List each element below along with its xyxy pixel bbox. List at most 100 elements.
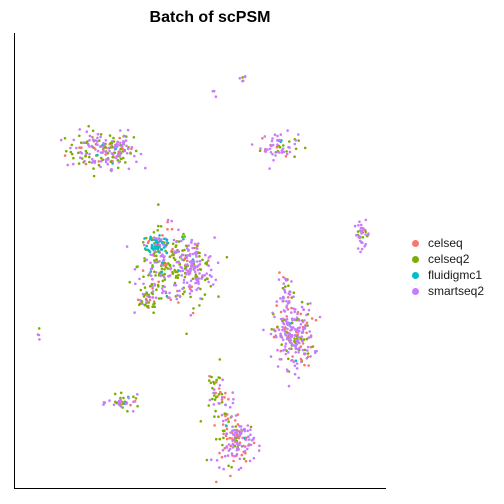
point-smartseq2-1163 — [258, 444, 261, 448]
point-smartseq2-179 — [123, 149, 127, 153]
point-smartseq2-1031 — [277, 278, 281, 281]
point-smartseq2-1035 — [284, 279, 288, 282]
point-smartseq2-949 — [297, 339, 300, 342]
point-celseq-502 — [177, 301, 180, 304]
point-smartseq2-1282 — [132, 400, 135, 404]
point-celseq-331 — [157, 280, 160, 284]
point-smartseq2-234 — [276, 139, 279, 142]
point-smartseq2-993 — [285, 337, 289, 341]
point-smartseq2-445 — [151, 278, 154, 281]
point-celseq2-543 — [206, 277, 209, 281]
point-celseq2-544 — [201, 258, 204, 262]
point-celseq-2 — [104, 153, 107, 156]
point-celseq2-830 — [305, 337, 309, 341]
point-smartseq2-673 — [189, 241, 193, 244]
point-smartseq2-1002 — [287, 384, 291, 388]
point-celseq-1056 — [227, 397, 230, 401]
point-smartseq2-1187 — [235, 441, 239, 444]
point-celseq-1050 — [220, 398, 224, 401]
point-smartseq2-893 — [277, 328, 281, 332]
point-smartseq2-1173 — [246, 424, 250, 427]
point-smartseq2-613 — [188, 284, 191, 287]
point-celseq2-332 — [143, 286, 147, 289]
point-celseq2-1082 — [224, 412, 227, 416]
point-celseq-5 — [63, 154, 67, 157]
point-celseq-782 — [303, 363, 306, 367]
point-celseq2-756 — [145, 305, 149, 308]
point-smartseq2-483 — [164, 290, 167, 294]
point-celseq-813 — [279, 349, 283, 353]
point-celseq2-856 — [306, 324, 309, 327]
point-celseq2-1226 — [213, 398, 217, 401]
point-smartseq2-988 — [296, 326, 300, 330]
point-smartseq2-598 — [168, 274, 172, 277]
point-celseq2-825 — [276, 325, 279, 329]
point-smartseq2-659 — [189, 313, 193, 317]
point-celseq-1115 — [233, 419, 237, 422]
point-smartseq2-173 — [118, 141, 122, 145]
point-celseq-1061 — [215, 380, 218, 384]
point-smartseq2-931 — [281, 325, 284, 329]
point-celseq2-1153 — [234, 425, 238, 428]
point-smartseq2-1188 — [235, 448, 239, 452]
point-celseq2-165 — [119, 147, 122, 151]
point-smartseq2-466 — [168, 291, 171, 295]
point-celseq2-1079 — [220, 400, 224, 404]
point-celseq2-527 — [191, 277, 195, 281]
point-celseq2-747 — [142, 295, 146, 298]
point-smartseq2-1292 — [212, 89, 216, 93]
point-smartseq2-1189 — [243, 429, 247, 433]
point-smartseq2-937 — [302, 352, 306, 355]
point-celseq2-1234 — [212, 380, 215, 384]
point-celseq2-838 — [306, 302, 310, 306]
point-smartseq2-298 — [361, 229, 364, 233]
point-smartseq2-1212 — [243, 449, 247, 453]
point-smartseq2-264 — [287, 145, 290, 149]
point-smartseq2-1033 — [286, 302, 290, 305]
point-smartseq2-195 — [122, 142, 125, 145]
point-celseq2-361 — [155, 254, 158, 258]
point-celseq2-1085 — [227, 420, 230, 423]
point-smartseq2-604 — [199, 297, 202, 300]
point-celseq-1063 — [221, 423, 225, 426]
point-celseq2-363 — [150, 282, 154, 286]
point-celseq2-823 — [303, 348, 307, 352]
point-celseq-1219 — [217, 387, 221, 390]
point-smartseq2-244 — [250, 143, 254, 146]
point-smartseq2-1091 — [232, 397, 235, 401]
point-smartseq2-464 — [177, 261, 181, 264]
point-smartseq2-669 — [178, 294, 182, 298]
point-smartseq2-994 — [294, 347, 298, 351]
point-smartseq2-1029 — [281, 299, 284, 303]
point-celseq2-345 — [168, 264, 172, 267]
point-fluidigmc1-714 — [146, 248, 150, 252]
point-celseq2-21 — [92, 167, 95, 170]
point-fluidigmc1-423 — [165, 294, 169, 298]
point-smartseq2-261 — [286, 129, 289, 132]
point-celseq2-552 — [183, 275, 187, 279]
point-celseq2-352 — [164, 265, 168, 269]
point-smartseq2-94 — [85, 130, 89, 133]
point-smartseq2-258 — [271, 137, 274, 140]
point-smartseq2-609 — [181, 269, 185, 273]
point-smartseq2-1213 — [233, 428, 236, 432]
point-smartseq2-926 — [305, 313, 308, 317]
point-smartseq2-1177 — [238, 457, 242, 461]
point-smartseq2-996 — [288, 332, 292, 336]
point-smartseq2-116 — [84, 153, 88, 156]
point-smartseq2-489 — [161, 254, 164, 258]
point-smartseq2-1003 — [284, 352, 288, 356]
point-smartseq2-867 — [298, 346, 301, 350]
point-smartseq2-932 — [296, 312, 299, 316]
point-smartseq2-672 — [188, 267, 192, 271]
point-smartseq2-732 — [162, 243, 165, 247]
point-celseq-309 — [169, 298, 173, 302]
point-smartseq2-1042 — [282, 282, 286, 285]
point-celseq2-1144 — [230, 465, 233, 469]
point-smartseq2-617 — [190, 259, 193, 263]
point-celseq2-405 — [163, 278, 167, 281]
point-smartseq2-463 — [145, 258, 148, 262]
point-celseq2-384 — [183, 235, 186, 238]
point-celseq2-1261 — [122, 396, 125, 400]
point-fluidigmc1-706 — [166, 241, 170, 245]
